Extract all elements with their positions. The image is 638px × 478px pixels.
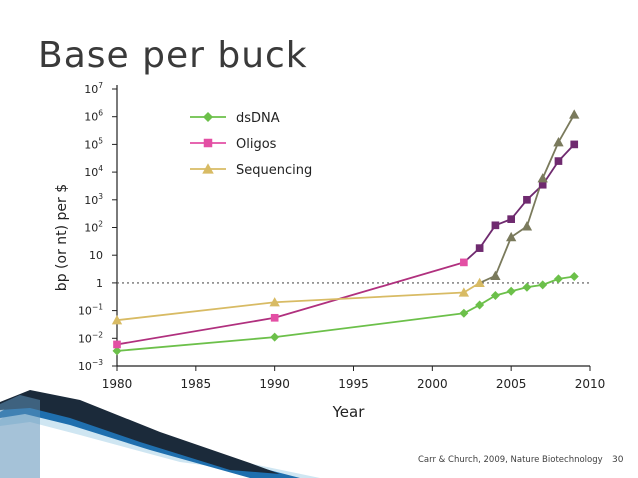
y-tick-label: 1	[96, 277, 103, 290]
marker-dsdna-2009	[569, 272, 579, 282]
page-number: 30	[612, 455, 624, 465]
marker-oligos-2004	[491, 221, 500, 230]
marker-oligos-1990	[270, 313, 279, 322]
line-segment-sequencing	[274, 291, 464, 304]
legend-label-dsdna: dsDNA	[236, 111, 280, 126]
y-tick-label: 10−3	[78, 358, 103, 373]
y-tick-label: 107	[84, 81, 103, 96]
marker-sequencing-2009	[569, 109, 580, 119]
marker-sequencing-2004	[490, 270, 501, 280]
marker-sequencing-2003	[474, 277, 485, 288]
marker-sequencing-2008	[553, 137, 564, 147]
marker-dsdna-1990	[270, 332, 280, 342]
marker-oligos-2005	[507, 215, 515, 223]
legend-marker-dsdna	[203, 112, 213, 122]
x-tick-label: 1980	[102, 377, 133, 391]
marker-oligos-2007	[538, 180, 547, 189]
slide-title: Base per buck	[38, 35, 308, 76]
marker-sequencing-2006	[521, 221, 533, 231]
marker-oligos-1980	[113, 340, 121, 349]
y-tick-label: 10−1	[78, 303, 103, 318]
y-tick-label: 106	[84, 109, 103, 124]
marker-dsdna-2007	[538, 280, 548, 290]
marker-dsdna-2004	[490, 291, 500, 301]
y-tick-label: 104	[84, 164, 103, 179]
decoration-gradient-block	[0, 395, 40, 478]
marker-sequencing-1980	[111, 315, 123, 325]
x-tick-label: 2000	[417, 377, 448, 391]
x-tick-label: 1995	[338, 377, 369, 391]
x-tick-label: 1985	[181, 377, 212, 391]
line-segment-oligos	[116, 316, 275, 346]
marker-dsdna-2008	[553, 274, 563, 284]
line-segment-sequencing	[541, 141, 560, 179]
decoration-dark-swoosh	[0, 390, 280, 474]
legend-marker-sequencing	[202, 163, 214, 174]
line-segment-oligos	[274, 261, 465, 319]
marker-sequencing-2007	[537, 173, 548, 183]
y-axis-title: bp (or nt) per $	[54, 184, 70, 291]
x-axis-title: Year	[332, 403, 366, 421]
marker-dsdna-2006	[522, 282, 532, 292]
y-tick-label: 10	[89, 249, 103, 262]
marker-oligos-2003	[475, 244, 484, 252]
marker-oligos-2008	[554, 157, 563, 165]
line-segment-dsdna	[274, 312, 464, 339]
line-segment-sequencing	[557, 114, 576, 143]
marker-dsdna-1980	[112, 346, 122, 356]
y-tick-label: 105	[84, 136, 103, 151]
marker-dsdna-2002	[459, 308, 469, 318]
citation: Carr & Church, 2009, Nature Biotechnolog…	[418, 455, 603, 465]
line-segment-sequencing	[116, 301, 275, 322]
legend-marker-oligos	[203, 138, 213, 148]
x-tick-label: 1990	[259, 377, 290, 391]
marker-sequencing-2005	[505, 231, 517, 242]
marker-oligos-2009	[570, 140, 579, 149]
y-tick-label: 103	[84, 192, 103, 207]
line-segment-dsdna	[116, 336, 275, 352]
marker-oligos-2002	[460, 258, 468, 267]
marker-sequencing-1990	[269, 297, 280, 307]
x-tick-label: 2010	[575, 377, 606, 391]
marker-dsdna-2005	[506, 286, 516, 296]
y-tick-label: 102	[84, 220, 103, 235]
x-tick-label: 2005	[496, 377, 527, 391]
line-segment-sequencing	[494, 236, 513, 277]
marker-sequencing-2002	[458, 287, 470, 297]
marker-oligos-2006	[523, 195, 531, 204]
marker-dsdna-2003	[475, 300, 485, 310]
legend-label-sequencing: Sequencing	[236, 163, 312, 178]
y-tick-label: 10−2	[78, 330, 103, 345]
legend-label-oligos: Oligos	[236, 137, 277, 152]
